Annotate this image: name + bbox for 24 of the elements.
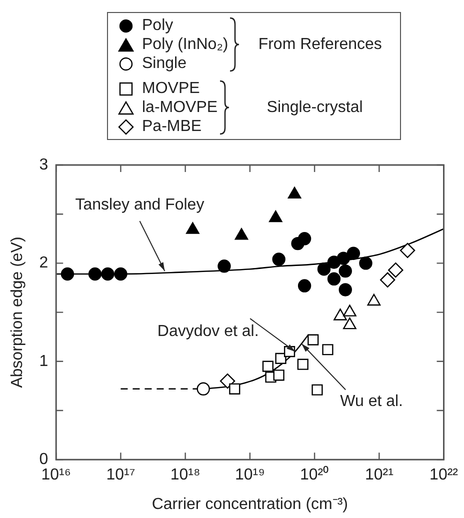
- y-tick-label: 2: [39, 254, 48, 272]
- legend-label: la-MOVPE: [142, 98, 218, 116]
- y-tick-label: 1: [39, 352, 48, 370]
- x-tick-label: 10²¹: [364, 466, 394, 484]
- x-tick-label: 10²⁰: [300, 466, 330, 484]
- legend-label: Pa-MBE: [142, 118, 202, 136]
- y-tick-label: 0: [39, 451, 48, 468]
- annotation: Wu et al.: [340, 393, 404, 410]
- x-tick-label: 10¹⁶: [41, 466, 71, 484]
- legend-label: Single: [142, 54, 186, 72]
- annotation: Davydov et al.: [157, 322, 259, 340]
- legend-label: MOVPE: [142, 80, 200, 98]
- x-axis-title: Carrier concentration (cm⁻³): [152, 496, 348, 513]
- x-tick-label: 10²²: [430, 466, 459, 484]
- annotation: Tansley and Foley: [75, 196, 204, 214]
- legend-label: Poly: [142, 16, 174, 34]
- legend-label: Poly (InNo₂): [142, 36, 228, 54]
- text: Single-crystal: [266, 99, 364, 116]
- x-tick-label: 10¹⁷: [106, 466, 136, 484]
- text: From References: [257, 36, 383, 53]
- y-axis-title: Absorption edge (eV): [9, 236, 26, 388]
- y-tick-label: 3: [39, 156, 48, 174]
- x-tick-label: 10¹⁹: [234, 466, 265, 484]
- x-tick-label: 10¹⁸: [170, 466, 200, 484]
